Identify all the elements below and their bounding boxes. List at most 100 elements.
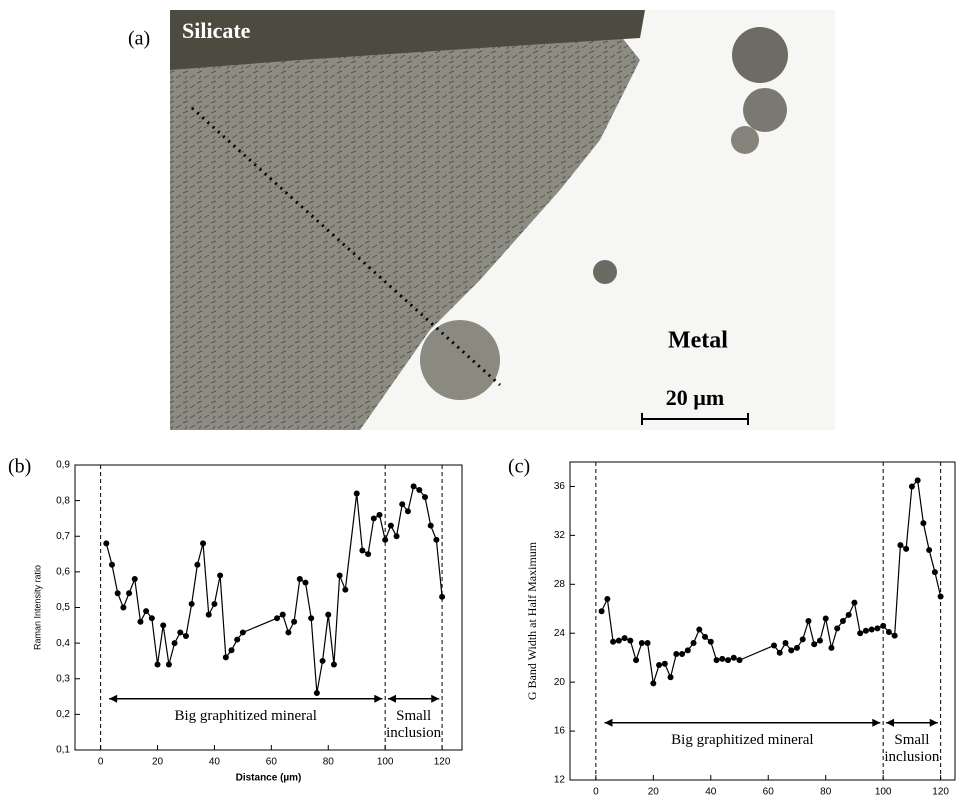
data-point xyxy=(371,515,377,521)
data-point xyxy=(662,661,668,667)
x-tick-label: 0 xyxy=(593,787,599,798)
data-point xyxy=(685,647,691,653)
y-tick-label: 0,8 xyxy=(56,495,70,506)
data-point xyxy=(302,580,308,586)
photo-blob xyxy=(743,88,787,132)
y-axis-label: G Band Width at Half Maximum xyxy=(525,541,539,700)
data-point xyxy=(915,477,921,483)
data-point xyxy=(857,630,863,636)
data-point xyxy=(422,494,428,500)
data-point xyxy=(109,562,115,568)
data-point xyxy=(869,627,875,633)
data-point xyxy=(411,483,417,489)
data-point xyxy=(359,548,365,554)
data-point xyxy=(926,547,932,553)
data-point xyxy=(771,642,777,648)
data-point xyxy=(405,508,411,514)
y-tick-label: 12 xyxy=(554,775,566,786)
data-point xyxy=(166,662,172,668)
data-point xyxy=(388,523,394,529)
x-tick-label: 40 xyxy=(705,787,717,798)
panel-label: (b) xyxy=(8,456,31,478)
y-tick-label: 0,6 xyxy=(56,567,70,578)
data-point xyxy=(903,546,909,552)
y-axis-label: Raman Intensity ratio xyxy=(32,565,42,650)
data-point xyxy=(880,623,886,629)
data-point xyxy=(428,523,434,529)
data-point xyxy=(622,635,628,641)
annotation: inclusion xyxy=(386,725,441,741)
data-point xyxy=(863,628,869,634)
annotation: Big graphitized mineral xyxy=(175,708,317,724)
data-point xyxy=(160,622,166,628)
photo-label: Silicate xyxy=(182,18,251,43)
data-point xyxy=(274,615,280,621)
data-point xyxy=(132,576,138,582)
data-point xyxy=(365,551,371,557)
data-point xyxy=(897,542,903,548)
y-tick-label: 28 xyxy=(554,579,566,590)
data-point xyxy=(909,483,915,489)
data-point xyxy=(639,640,645,646)
x-tick-label: 120 xyxy=(434,757,451,768)
data-point xyxy=(834,625,840,631)
data-point xyxy=(714,657,720,663)
data-point xyxy=(656,662,662,668)
data-point xyxy=(206,612,212,618)
data-point xyxy=(433,537,439,543)
annotation: inclusion xyxy=(884,749,939,765)
annotation: Big graphitized mineral xyxy=(671,732,813,748)
x-tick-label: 0 xyxy=(98,757,104,768)
data-point xyxy=(285,629,291,635)
data-point xyxy=(599,608,605,614)
data-point xyxy=(416,487,422,493)
data-point xyxy=(938,594,944,600)
data-point xyxy=(788,647,794,653)
panel-label: (a) xyxy=(128,28,150,50)
data-point xyxy=(217,572,223,578)
data-point xyxy=(851,600,857,606)
data-point xyxy=(892,633,898,639)
data-point xyxy=(782,640,788,646)
data-point xyxy=(719,656,725,662)
data-point xyxy=(143,608,149,614)
data-point xyxy=(342,587,348,593)
data-point xyxy=(314,690,320,696)
data-point xyxy=(679,651,685,657)
x-tick-label: 20 xyxy=(152,757,164,768)
data-point xyxy=(394,533,400,539)
data-point xyxy=(115,590,121,596)
data-point xyxy=(846,612,852,618)
data-point xyxy=(886,629,892,635)
data-point xyxy=(920,520,926,526)
photo-inclusion xyxy=(420,320,500,400)
data-point xyxy=(627,638,633,644)
data-point xyxy=(650,680,656,686)
x-tick-label: 20 xyxy=(648,787,660,798)
data-point xyxy=(234,637,240,643)
annotation: Small xyxy=(396,708,431,724)
data-point xyxy=(805,618,811,624)
data-point xyxy=(211,601,217,607)
y-tick-label: 0,4 xyxy=(56,638,70,649)
data-point xyxy=(616,638,622,644)
data-point xyxy=(177,629,183,635)
photo-label: Metal xyxy=(668,328,728,354)
x-tick-label: 100 xyxy=(875,787,892,798)
data-point xyxy=(633,657,639,663)
data-point xyxy=(817,638,823,644)
data-point xyxy=(691,640,697,646)
y-tick-label: 0,3 xyxy=(56,673,70,684)
data-point xyxy=(337,572,343,578)
data-point xyxy=(696,627,702,633)
data-point xyxy=(673,651,679,657)
x-tick-label: 40 xyxy=(209,757,221,768)
data-point xyxy=(354,491,360,497)
y-tick-label: 0,2 xyxy=(56,709,70,720)
data-point xyxy=(731,655,737,661)
photo-blob xyxy=(731,126,759,154)
y-tick-label: 0,1 xyxy=(56,745,70,756)
figure: Silicate Metal 20 µm (a) (b)020406080100… xyxy=(0,0,962,798)
data-point xyxy=(189,601,195,607)
data-point xyxy=(932,569,938,575)
